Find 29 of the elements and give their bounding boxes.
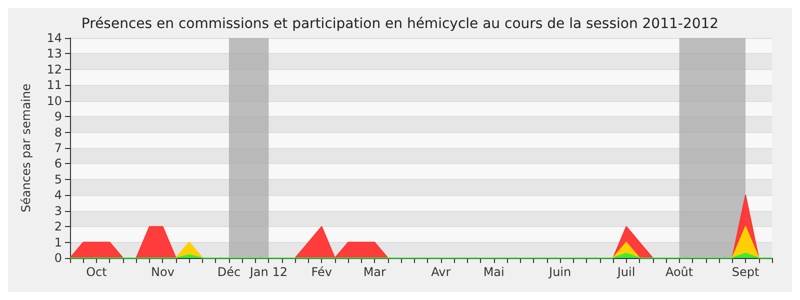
- x-tick-label: Mai: [483, 265, 504, 279]
- x-tick-label: Jan 12: [248, 265, 288, 279]
- y-tick-label: 3: [54, 204, 62, 218]
- y-tick-label: 11: [46, 78, 62, 92]
- y-tick-label: 6: [54, 156, 62, 171]
- y-tick-label: 13: [46, 46, 62, 61]
- y-tick-label: 9: [54, 110, 62, 124]
- y-tick-label: 0: [54, 251, 62, 265]
- x-tick-label: Déc: [217, 265, 241, 279]
- x-tick-label: Avr: [431, 265, 451, 279]
- x-tick-label: Sept: [732, 265, 760, 279]
- x-tick-label: Mar: [363, 265, 386, 279]
- y-tick-label: 10: [46, 94, 62, 108]
- y-tick-label: 4: [54, 188, 62, 202]
- x-tick-label: Juil: [616, 265, 636, 279]
- y-tick-label: 2: [54, 220, 62, 234]
- y-axis-title: Séances par semaine: [19, 84, 33, 212]
- y-tick-label: 14: [46, 31, 62, 45]
- x-tick-label: Juin: [548, 265, 572, 279]
- y-tick-label: 7: [54, 141, 62, 155]
- chart-title: Présences en commissions et participation en hémicycle au cours de la session 2011-2012: [81, 16, 719, 32]
- y-tick-label: 8: [54, 125, 62, 140]
- y-tick-label: 5: [54, 172, 62, 186]
- x-tick-label: Oct: [86, 265, 108, 279]
- y-tick-label: 1: [54, 235, 62, 250]
- x-tick-label: Fév: [311, 265, 332, 279]
- y-tick-label: 12: [46, 62, 62, 76]
- x-tick-label: Août: [665, 265, 694, 279]
- x-tick-label: Nov: [151, 265, 174, 279]
